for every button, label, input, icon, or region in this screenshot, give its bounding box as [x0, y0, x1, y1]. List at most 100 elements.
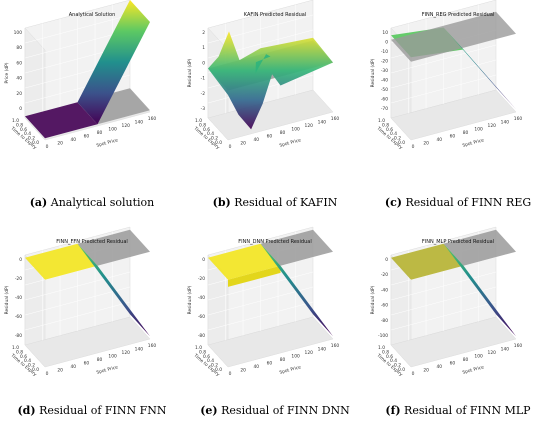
z-tick-label: -1	[201, 76, 206, 82]
panel-caption: (e) Residual of FINN DNN	[200, 404, 350, 417]
x-axis-label: Spot Price	[279, 137, 302, 149]
floor-pane	[24, 316, 151, 368]
x-tick-label: 60	[267, 361, 273, 367]
z-tick-label: -2	[201, 91, 206, 97]
chart-title: FINN_FFN Predicted Residual	[56, 239, 128, 245]
y-tick-label: 0.4	[24, 131, 31, 137]
z-tick-label: -20	[381, 59, 388, 65]
z-tick-label: -60	[198, 314, 205, 320]
x-tick-label: 40	[253, 364, 259, 370]
x-tick-label: 0	[412, 144, 415, 150]
surface-ramp	[260, 243, 333, 337]
caption-text: Residual of KAFIN	[231, 196, 338, 209]
floor-pane	[390, 316, 517, 368]
x-tick-label: 160	[148, 116, 157, 122]
x-tick-label: 20	[57, 141, 63, 147]
caption-text: Residual of FINN FNN	[36, 404, 167, 417]
z-tick-label: -40	[381, 287, 388, 293]
x-tick-label: 120	[305, 123, 314, 129]
y-tick-label: 1.0	[378, 118, 385, 124]
surface-ridge	[255, 54, 271, 74]
caption-letter: (b)	[213, 196, 231, 209]
chart-title: FINN_MLP Predicted Residual	[422, 239, 494, 245]
z-tick-label: 0	[19, 106, 22, 112]
y-tick-label: 0.2	[394, 136, 401, 142]
z-tick-label: -40	[381, 78, 388, 84]
z-axis-label: Residual (dP)	[4, 285, 10, 314]
z-tick-label: 0	[385, 40, 388, 46]
x-tick-label: 140	[318, 347, 327, 353]
y-tick-label: 0.4	[390, 131, 397, 137]
surface-ramp	[443, 243, 516, 337]
y-tick-label: 0.4	[390, 358, 397, 364]
x-axis-label: Spot Price	[462, 137, 485, 149]
x-tick-label: 120	[122, 350, 131, 356]
x-tick-label: 20	[240, 141, 246, 147]
z-tick-label: -40	[15, 295, 22, 301]
y-tick-label: 0.2	[28, 136, 35, 142]
z-tick-label: -50	[381, 87, 388, 93]
y-tick-label: 0.8	[16, 349, 23, 355]
x-tick-label: 20	[423, 141, 429, 147]
surface-edge	[228, 265, 281, 287]
y-tick-label: 1.0	[12, 345, 19, 351]
x-axis-label: Spot Price	[96, 137, 119, 149]
x-tick-label: 80	[280, 130, 286, 136]
x-tick-label: 40	[436, 137, 442, 143]
chart-title: KAFIN Predicted Residual	[244, 12, 306, 18]
z-tick-label: -40	[198, 295, 205, 301]
panel-caption: (d) Residual of FINN FNN	[17, 404, 166, 417]
x-tick-label: 140	[135, 347, 144, 353]
z-tick-label: 0	[19, 257, 22, 263]
z-tick-label: 100	[14, 30, 23, 36]
floor-pane	[207, 316, 334, 368]
z-tick-label: -30	[381, 68, 388, 74]
x-tick-label: 0	[46, 144, 49, 150]
y-tick-label: 0.2	[211, 136, 218, 142]
z-tick-label: 80	[16, 45, 22, 51]
z-tick-label: 20	[16, 91, 22, 97]
panel-caption: (b) Residual of KAFIN	[213, 196, 338, 209]
z-tick-label: -60	[381, 303, 388, 309]
y-tick-label: 0.8	[199, 349, 206, 355]
z-tick-label: -80	[381, 318, 388, 324]
panel-c: FINN_REG Predicted Residual100-10-20-30-…	[370, 0, 531, 209]
y-tick-label: 0.8	[382, 349, 389, 355]
z-axis-label: Residual (dP)	[370, 285, 376, 314]
x-tick-label: 80	[463, 130, 469, 136]
x-tick-label: 160	[148, 343, 157, 349]
x-tick-label: 80	[463, 357, 469, 363]
x-tick-label: 100	[291, 354, 300, 360]
surface-flat	[25, 102, 98, 139]
z-tick-label: -70	[381, 106, 388, 112]
reference-plane	[260, 229, 333, 266]
y-tick-label: 0.2	[28, 363, 35, 369]
surface-flat	[208, 243, 281, 280]
z-axis-label: Residual (dP)	[187, 58, 193, 87]
panel-caption: (f) Residual of FINN MLP	[385, 404, 531, 417]
surface-ramp	[77, 0, 150, 125]
x-tick-label: 120	[305, 350, 314, 356]
y-tick-label: 0.4	[207, 358, 214, 364]
x-tick-label: 0	[412, 371, 415, 377]
x-tick-label: 60	[84, 134, 90, 140]
z-tick-label: -60	[381, 97, 388, 103]
y-tick-label: 0.0	[398, 140, 405, 146]
z-tick-label: 0	[202, 60, 205, 66]
panel-b: KAFIN Predicted Residual 2 1 0 -1 -2 -3 Residua…	[187, 0, 339, 209]
z-tick-label: 0	[202, 257, 205, 263]
surface-ramp	[443, 27, 516, 110]
x-tick-label: 160	[331, 116, 340, 122]
x-tick-label: 20	[240, 368, 246, 374]
panel-caption: (a) Analytical solution	[30, 196, 155, 209]
x-tick-label: 40	[70, 364, 76, 370]
z-tick-label: -100	[378, 333, 388, 339]
x-tick-label: 80	[280, 357, 286, 363]
x-tick-label: 100	[108, 127, 117, 133]
x-tick-label: 40	[436, 364, 442, 370]
y-tick-label: 0.8	[199, 122, 206, 128]
y-tick-label: 0.6	[386, 127, 393, 133]
z-tick-label: -20	[198, 276, 205, 282]
caption-letter: (c)	[385, 196, 402, 209]
